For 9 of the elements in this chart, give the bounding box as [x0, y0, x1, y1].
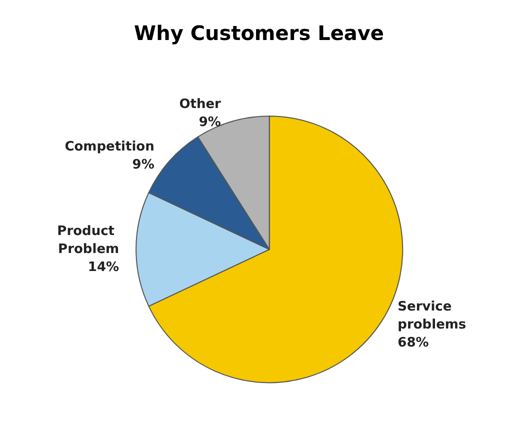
data-label: 9% [198, 115, 221, 130]
chart-title: Why Customers Leave [134, 21, 384, 45]
data-label: 14% [88, 260, 120, 275]
data-label: 68% [398, 336, 429, 351]
slice-label: Service problems [398, 300, 466, 333]
slice-label: Competition [64, 139, 154, 154]
data-label: 9% [132, 157, 154, 172]
slice-label: Other [179, 97, 222, 112]
slice-label: Product Problem [57, 224, 120, 257]
